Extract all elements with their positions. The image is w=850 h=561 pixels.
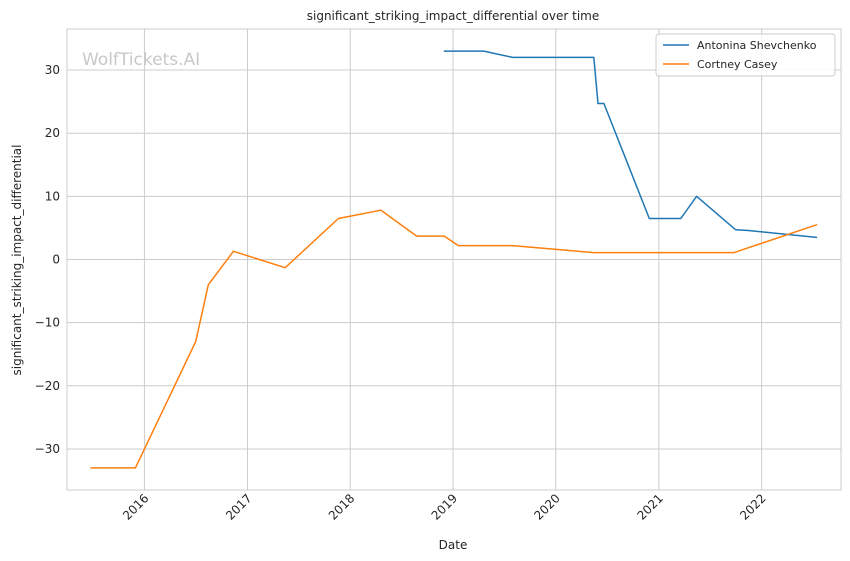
series-layer: [90, 50, 818, 469]
y-tick-label: −10: [35, 316, 60, 330]
x-tick-label: 2022: [737, 491, 768, 522]
chart-title: significant_striking_impact_differential…: [307, 9, 599, 23]
y-tick-label: 0: [52, 253, 60, 267]
legend-box: [655, 33, 836, 77]
x-tick-label: 2017: [223, 491, 254, 522]
series-line-cortney-casey: [90, 209, 818, 469]
legend: Antonina Shevchenko Cortney Casey: [655, 33, 836, 77]
y-tick-label: 30: [45, 63, 60, 77]
x-tick-label: 2020: [531, 491, 562, 522]
y-tick-labels: −30 −20 −10 0 10 20 30: [35, 63, 60, 456]
y-tick-label: 10: [45, 189, 60, 203]
x-tick-label: 2019: [429, 491, 460, 522]
legend-items: Antonina Shevchenko Cortney Casey: [663, 39, 817, 71]
x-tick-label: 2018: [326, 491, 357, 522]
y-tick-label: −20: [35, 379, 60, 393]
legend-label: Antonina Shevchenko: [697, 39, 817, 52]
x-tick-label: 2021: [634, 491, 665, 522]
x-axis-label: Date: [439, 538, 468, 552]
watermark: WolfTickets.AI: [82, 50, 200, 70]
legend-label: Cortney Casey: [697, 58, 778, 71]
series-line-antonina-shevchenko: [443, 50, 818, 239]
plot-frame: [66, 28, 842, 491]
x-tick-label: 2016: [120, 491, 151, 522]
y-tick-label: 20: [45, 126, 60, 140]
grid-layer: [67, 29, 841, 490]
y-tick-label: −30: [35, 442, 60, 456]
x-tick-labels: 2016 2017 2018 2019 2020 2021 2022: [120, 491, 769, 522]
y-axis-label: significant_striking_impact_differential: [10, 145, 24, 376]
